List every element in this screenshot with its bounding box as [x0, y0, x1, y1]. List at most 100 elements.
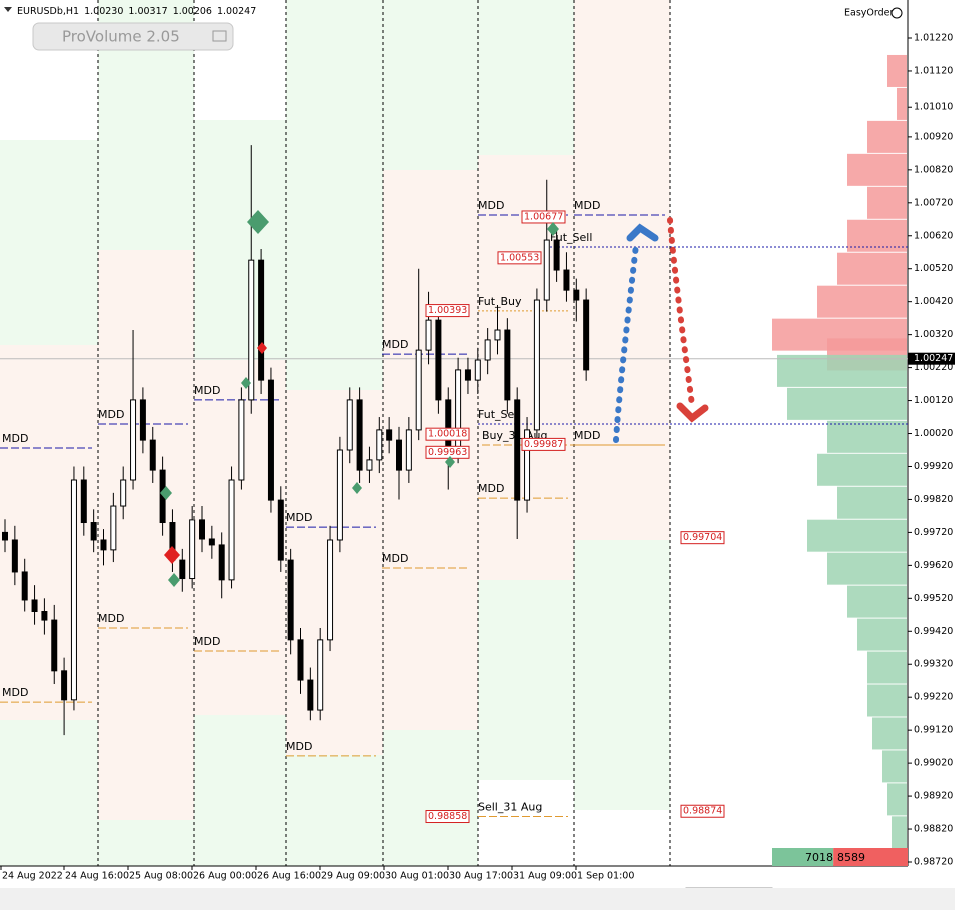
volume-bar	[882, 750, 907, 783]
candle-body	[494, 329, 501, 341]
y-tick-label: 0.99520	[914, 593, 953, 604]
volume-bar	[817, 453, 907, 486]
candle-body	[179, 559, 186, 580]
candle-body	[120, 479, 127, 507]
candle-body	[563, 269, 570, 291]
buy-volume-bar	[772, 848, 834, 866]
candle-body	[553, 239, 560, 271]
y-tick-label: 1.01010	[914, 102, 953, 113]
volume-bar	[777, 354, 907, 387]
candle-body	[248, 259, 255, 401]
y-tick-label: 0.99920	[914, 461, 953, 472]
zone	[478, 155, 574, 580]
candle-body	[386, 429, 393, 441]
level-label: MDD	[574, 429, 600, 442]
candle-body	[11, 539, 18, 573]
level-label: MDD	[194, 635, 220, 648]
zone	[0, 345, 98, 720]
zone	[0, 140, 98, 345]
candle-body	[90, 522, 97, 541]
header-value: 1.00206	[173, 6, 212, 17]
candle-body	[287, 559, 294, 641]
candle-body	[445, 399, 452, 451]
candle-body	[21, 571, 28, 601]
level-label: MDD	[98, 612, 124, 625]
level-label: Sell_31 Aug	[478, 801, 542, 814]
level-label: MDD	[478, 482, 504, 495]
candle-body	[149, 439, 156, 471]
volume-bar	[837, 486, 907, 519]
y-tick-label: 0.99420	[914, 626, 953, 637]
volume-bar	[867, 651, 907, 684]
candle-body	[100, 539, 107, 551]
price-tag	[425, 445, 470, 459]
candle-body	[80, 479, 87, 524]
zone	[194, 120, 286, 360]
candle-body	[297, 639, 304, 681]
y-tick-label: 1.00120	[914, 395, 953, 406]
candle-body	[110, 505, 117, 551]
y-tick-label: 0.98720	[914, 857, 953, 868]
candle-body	[474, 359, 481, 381]
level-label: MDD	[382, 552, 408, 565]
x-tick-label: 25 Aug 08:00	[129, 871, 193, 882]
y-tick-label: 1.00220	[914, 362, 953, 373]
candle-body	[327, 539, 334, 641]
tab-bar	[0, 888, 955, 910]
candle-body	[366, 459, 373, 471]
level-label: Fut_Sell	[478, 408, 520, 421]
price-tag	[680, 804, 725, 818]
candle-body	[238, 399, 245, 481]
volume-bar	[817, 285, 907, 318]
volume-bar	[837, 252, 907, 285]
volume-bar	[867, 120, 907, 153]
volume-bar	[847, 585, 907, 618]
price-tag	[425, 810, 470, 824]
candle-body	[415, 349, 422, 431]
candle-body	[484, 339, 491, 361]
y-tick-label: 0.99020	[914, 758, 953, 769]
price-tag-label: 1.00553	[500, 252, 539, 263]
zone	[574, 540, 670, 810]
y-tick-label: 1.00620	[914, 230, 953, 241]
price-tag	[425, 427, 470, 441]
zone	[478, 0, 574, 155]
candle-body	[258, 259, 265, 381]
chart-header: EURUSDb,H1 1.00230 1.00317 1.00206 1.00247	[17, 6, 256, 17]
zone	[194, 715, 286, 866]
y-tick-label: 1.00320	[914, 329, 953, 340]
y-tick-label: 1.00020	[914, 428, 953, 439]
candle-body	[61, 670, 68, 701]
candle-body	[336, 449, 343, 541]
price-tag	[425, 304, 470, 318]
volume-bar	[847, 219, 907, 252]
y-tick-label: 0.98820	[914, 824, 953, 835]
volume-bar	[867, 684, 907, 717]
candle-body	[405, 429, 412, 471]
y-tick-label: 0.99120	[914, 725, 953, 736]
candle-body	[51, 619, 58, 672]
candle-body	[533, 299, 540, 431]
price-tag-label: 0.99704	[683, 532, 722, 543]
y-tick-label: 1.00920	[914, 131, 953, 142]
buy-volume-label: 7018	[805, 851, 833, 864]
x-tick-label: 29 Aug 09:00	[321, 871, 385, 882]
level-label: MDD	[2, 432, 28, 445]
header-arrow	[4, 7, 12, 12]
volume-bar	[807, 519, 907, 552]
candle-body	[70, 479, 77, 701]
y-tick-label: 1.00420	[914, 296, 953, 307]
zone	[98, 820, 194, 866]
easy-order[interactable]: EasyOrder	[844, 8, 893, 19]
indicator-button[interactable]	[32, 22, 234, 51]
x-tick-label: 30 Aug 01:00	[385, 871, 449, 882]
volume-bar	[897, 87, 907, 120]
sell-volume-bar	[833, 848, 908, 866]
volume-bar	[887, 783, 907, 816]
candle-body	[514, 399, 521, 501]
x-tick-label: 1 Sep 01:00	[577, 871, 634, 882]
y-tick-label: 0.99220	[914, 692, 953, 703]
candle-body	[435, 319, 442, 401]
candle-body	[317, 639, 324, 711]
